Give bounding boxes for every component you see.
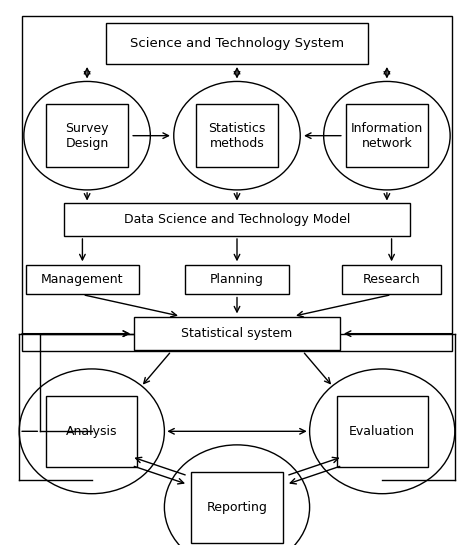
Text: Reporting: Reporting	[207, 501, 267, 514]
Text: Research: Research	[363, 273, 420, 286]
Ellipse shape	[164, 445, 310, 548]
Text: Planning: Planning	[210, 273, 264, 286]
Text: Survey
Design: Survey Design	[65, 122, 109, 150]
Text: Evaluation: Evaluation	[349, 425, 415, 438]
Bar	[64, 203, 410, 236]
Text: Data Science and Technology Model: Data Science and Technology Model	[124, 213, 350, 226]
Text: Management: Management	[41, 273, 124, 286]
Bar	[185, 265, 289, 294]
Text: Statistical system: Statistical system	[182, 327, 292, 340]
Bar	[191, 472, 283, 543]
Bar	[337, 396, 428, 466]
Text: Science and Technology System: Science and Technology System	[130, 37, 344, 50]
Text: Statistics
methods: Statistics methods	[208, 122, 266, 150]
Bar	[342, 265, 441, 294]
Bar	[134, 317, 340, 350]
Ellipse shape	[19, 369, 164, 494]
Bar	[346, 105, 428, 167]
Ellipse shape	[24, 82, 150, 190]
Ellipse shape	[324, 82, 450, 190]
Bar	[196, 105, 278, 167]
Bar	[26, 265, 138, 294]
Bar	[21, 16, 453, 351]
Ellipse shape	[174, 82, 300, 190]
Text: Analysis: Analysis	[66, 425, 118, 438]
Bar	[46, 396, 137, 466]
Ellipse shape	[310, 369, 455, 494]
Bar	[46, 105, 128, 167]
Bar	[106, 23, 368, 64]
Text: Information
network: Information network	[351, 122, 423, 150]
